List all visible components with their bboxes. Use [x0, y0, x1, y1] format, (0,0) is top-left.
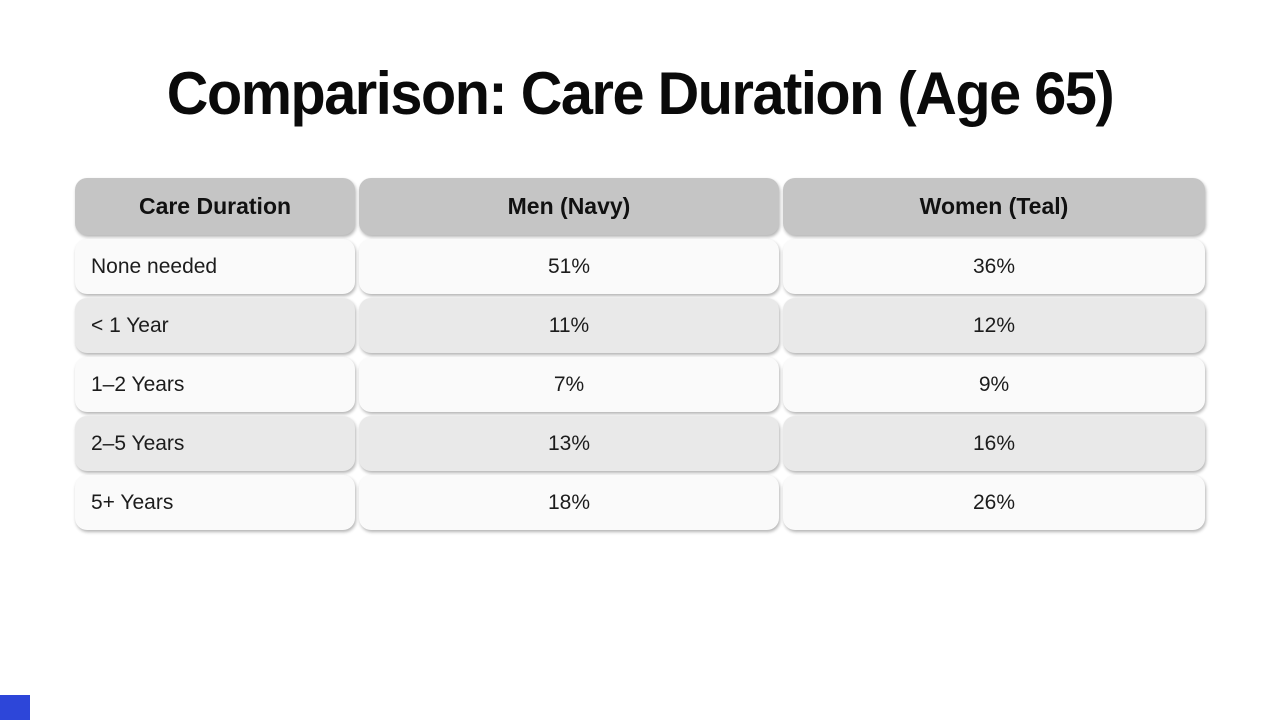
accent-square [0, 695, 30, 720]
header-cell-2: Women (Teal) [783, 178, 1205, 235]
row-label-cell: None needed [75, 239, 355, 294]
header-cell-1: Men (Navy) [359, 178, 779, 235]
value-cell: 36% [783, 239, 1205, 294]
row-label-cell: 5+ Years [75, 475, 355, 530]
row-label-cell: < 1 Year [75, 298, 355, 353]
slide-title: Comparison: Care Duration (Age 65) [166, 60, 1115, 127]
value-cell: 9% [783, 357, 1205, 412]
value-cell: 18% [359, 475, 779, 530]
value-cell: 13% [359, 416, 779, 471]
value-cell: 51% [359, 239, 779, 294]
header-cell-0: Care Duration [75, 178, 355, 235]
value-cell: 7% [359, 357, 779, 412]
row-label-cell: 1–2 Years [75, 357, 355, 412]
value-cell: 16% [783, 416, 1205, 471]
value-cell: 26% [783, 475, 1205, 530]
value-cell: 12% [783, 298, 1205, 353]
comparison-table: Care Duration Men (Navy) Women (Teal) None … [75, 178, 1205, 530]
value-cell: 11% [359, 298, 779, 353]
row-label-cell: 2–5 Years [75, 416, 355, 471]
